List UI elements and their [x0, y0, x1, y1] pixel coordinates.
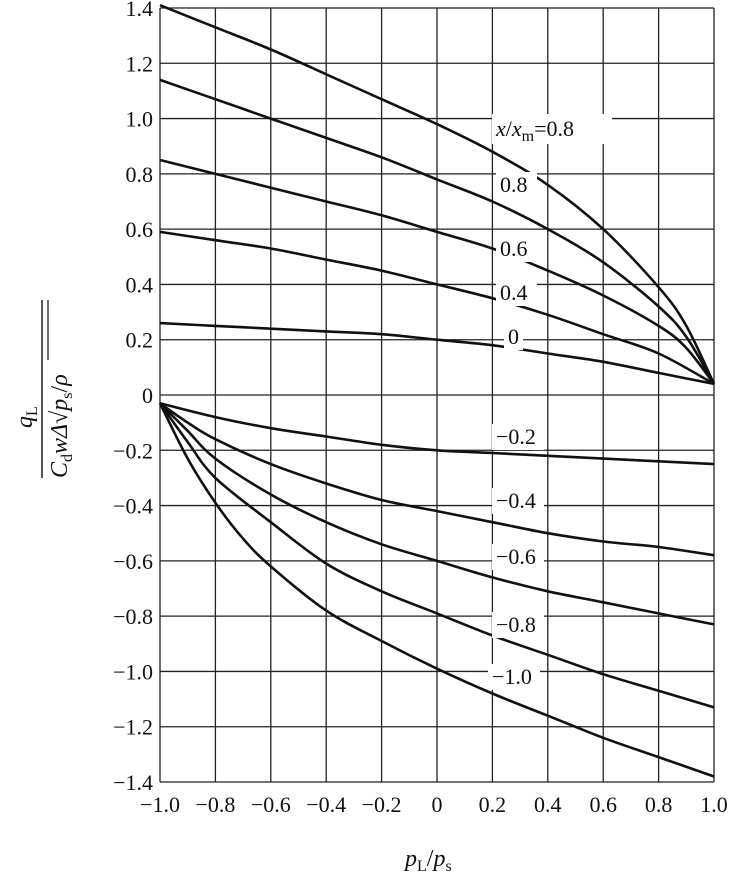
- y-den-p: p: [47, 399, 73, 413]
- series-line: [158, 402, 715, 778]
- curve-label: −0.2: [496, 424, 536, 449]
- x-title-sub-l: L: [417, 858, 427, 875]
- x-tick-label: 0.2: [479, 792, 507, 817]
- curve-label-bg: [496, 172, 537, 198]
- curve-label: 0.6: [500, 236, 528, 261]
- param-var: x: [495, 116, 506, 141]
- x-title-sep: /: [427, 846, 434, 872]
- curve-label: −0.6: [496, 544, 536, 569]
- x-tick-label: 1.0: [700, 792, 728, 817]
- x-axis-title: pL/ps: [403, 846, 452, 875]
- y-tick-label: 0.2: [126, 328, 154, 353]
- y-den-p-sub: s: [59, 392, 76, 398]
- y-tick-label: 0.8: [126, 162, 154, 187]
- curve-label-bg: [492, 544, 544, 570]
- curve-label: −1.0: [492, 664, 532, 689]
- y-tick-label: 0.4: [126, 272, 154, 297]
- curve-label-bg: [496, 236, 537, 262]
- y-den-w: w: [47, 438, 73, 454]
- y-tick-label: −0.6: [113, 549, 153, 574]
- y-tick-label: −1.2: [113, 715, 153, 740]
- x-title-sub-s: s: [445, 858, 451, 875]
- curve-label-bg: [496, 280, 537, 306]
- x-title-p: p: [403, 846, 417, 872]
- curve-label: −0.8: [496, 612, 536, 637]
- curve-label-bg: [488, 664, 540, 690]
- curve-label: 0: [508, 324, 519, 349]
- y-den-c-sub: d: [59, 454, 76, 462]
- series-line: [159, 3, 716, 385]
- y-tick-label: 0.6: [126, 217, 154, 242]
- x-tick-label: −0.2: [362, 792, 402, 817]
- series-line: [159, 78, 716, 385]
- y-tick-label: −1.4: [113, 770, 153, 795]
- x-tick-label: 0.4: [534, 792, 562, 817]
- curve-label: 0.8: [500, 172, 528, 197]
- y-tick-label: 1.2: [126, 51, 154, 76]
- series-line: [159, 402, 715, 626]
- curve-label: 0.4: [500, 280, 528, 305]
- y-num-q: q: [12, 416, 38, 428]
- x-tick-label: −0.4: [306, 792, 346, 817]
- x-tick-label: 0.6: [589, 792, 617, 817]
- x-tick-label: 0: [432, 792, 443, 817]
- param-var2: x: [511, 116, 522, 141]
- series-line: [159, 402, 715, 557]
- series-line: [158, 402, 715, 709]
- y-den-slash: /: [47, 385, 73, 392]
- y-tick-labels: 1.4 1.2 1.0 0.8 0.6 0.4 0.2 0 −0.2 −0.4 −0.6 −0.8 −1…: [113, 0, 153, 795]
- series-line: [159, 402, 715, 466]
- curve-label-bg: [492, 488, 544, 514]
- y-tick-label: 1.4: [126, 0, 154, 21]
- series-line: [159, 321, 715, 386]
- x-tick-label: −0.8: [195, 792, 235, 817]
- param-label: x/xm=0.8: [495, 116, 574, 145]
- param-slash: /: [506, 116, 513, 141]
- y-tick-label: −0.8: [113, 604, 153, 629]
- x-tick-label: 0.8: [645, 792, 673, 817]
- curve-label-bg: [504, 324, 523, 350]
- curve-label: −0.4: [496, 488, 536, 513]
- y-den-delta: Δ: [47, 424, 73, 439]
- curve-label-bg: [492, 424, 544, 450]
- param-var2-sub: m: [522, 128, 535, 145]
- y-title-numerator: qL: [12, 406, 41, 428]
- y-num-sub: L: [24, 406, 41, 416]
- x-title-p2: p: [431, 846, 445, 872]
- y-den-sqrt: √: [47, 410, 73, 424]
- x-tick-labels: −1.0 −0.8 −0.6 −0.4 −0.2 0 0.2 0.4 0.6 0.8 1.0: [140, 792, 728, 817]
- y-tick-label: −0.4: [113, 494, 153, 519]
- curve-labels: x/xm=0.8 0.8 0.6 0.4 0 −0.2 −0.4 −0.6 −0.8 −1.0: [488, 114, 612, 690]
- param-label-bg: [492, 114, 612, 144]
- y-tick-label: 1.0: [126, 107, 154, 132]
- series-line: [159, 230, 715, 386]
- curve-label-bg: [492, 612, 544, 638]
- y-tick-label: 0: [142, 383, 153, 408]
- series-line: [159, 158, 716, 385]
- y-title-denominator: CdwΔ√ps/ρ: [47, 374, 76, 478]
- curves: [158, 3, 716, 778]
- y-den-rho: ρ: [47, 374, 73, 387]
- y-tick-label: −1.0: [113, 659, 153, 684]
- y-tick-label: −0.2: [113, 438, 153, 463]
- y-den-c: C: [47, 461, 73, 478]
- x-tick-label: −0.6: [251, 792, 291, 817]
- y-axis-title: qL CdwΔ√ps/ρ: [12, 300, 76, 478]
- param-eq: =0.8: [534, 116, 574, 141]
- x-tick-label: −1.0: [140, 792, 180, 817]
